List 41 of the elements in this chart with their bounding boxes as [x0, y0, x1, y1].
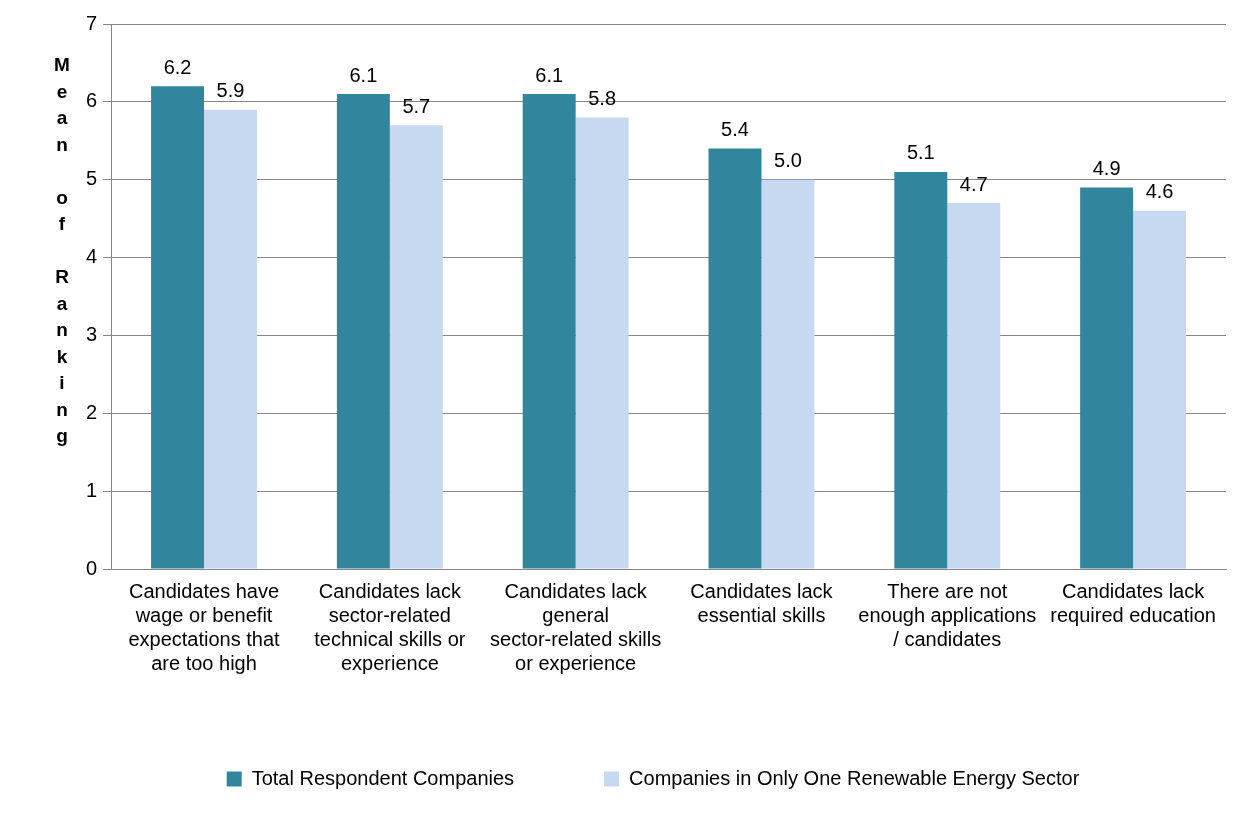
bar — [1080, 187, 1134, 569]
y-tick-label: 2 — [86, 400, 98, 423]
data-label: 6.1 — [535, 63, 564, 86]
bar — [522, 94, 576, 569]
x-tick-label: Candidates lack sector-related technical skills or experience — [314, 579, 466, 674]
bar — [761, 179, 815, 569]
data-label: 4.9 — [1092, 157, 1121, 180]
data-label: 5.8 — [588, 86, 617, 109]
data-label: 4.6 — [1145, 180, 1174, 203]
data-label: 5.0 — [774, 149, 802, 172]
legend-label: Companies in Only One Renewable Energy Sector — [629, 766, 1080, 789]
y-tick-label: 1 — [86, 478, 98, 501]
bar — [204, 109, 257, 569]
bar — [1133, 210, 1187, 569]
bar — [894, 171, 948, 569]
x-tick-label: There are not enough applications / candidates — [858, 579, 1037, 650]
x-tick-label: Candidates lack general sector-related skills or experience — [490, 579, 662, 674]
y-tick-label: 3 — [86, 322, 98, 345]
y-tick-label: 5 — [86, 167, 98, 190]
x-tick-label: Candidates have wage or benefit expectations that are too high — [128, 579, 281, 674]
y-tick-label: 6 — [86, 89, 98, 112]
y-tick-label: 0 — [86, 556, 98, 579]
y-tick-label: 7 — [86, 11, 98, 34]
bar — [947, 203, 1001, 569]
legend-label: Total Respondent Companies — [251, 766, 515, 789]
bar — [151, 86, 205, 569]
text: Mean of Ranking — [54, 54, 70, 446]
y-tick-label: 4 — [86, 245, 98, 268]
x-tick-label: Candidates lack required education — [1050, 579, 1216, 626]
bar — [575, 117, 629, 569]
bar — [708, 148, 762, 569]
data-label: 6.2 — [163, 55, 192, 78]
bar — [336, 94, 390, 569]
data-label: 5.1 — [906, 141, 935, 164]
data-label: 4.7 — [959, 172, 988, 195]
data-label: 5.9 — [216, 79, 245, 102]
x-tick-label: Candidates lack essential skills — [690, 579, 834, 626]
data-label: 6.1 — [349, 63, 378, 86]
data-label: 5.4 — [721, 118, 749, 141]
bar — [389, 125, 443, 569]
data-label: 5.7 — [402, 94, 431, 117]
